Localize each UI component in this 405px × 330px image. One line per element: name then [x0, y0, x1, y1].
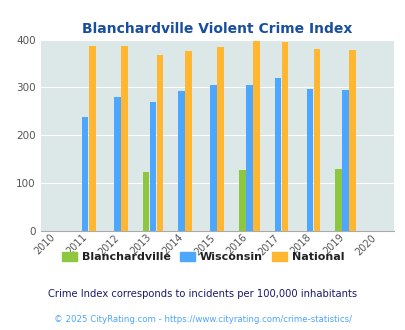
- Bar: [178, 91, 184, 231]
- Bar: [245, 84, 252, 231]
- Title: Blanchardville Violent Crime Index: Blanchardville Violent Crime Index: [82, 22, 352, 36]
- Bar: [185, 51, 192, 231]
- Text: © 2025 CityRating.com - https://www.cityrating.com/crime-statistics/: © 2025 CityRating.com - https://www.city…: [54, 315, 351, 324]
- Bar: [121, 46, 127, 231]
- Bar: [335, 169, 341, 231]
- Bar: [274, 78, 280, 231]
- Bar: [341, 90, 348, 231]
- Bar: [217, 47, 224, 231]
- Bar: [239, 170, 245, 231]
- Bar: [252, 41, 259, 231]
- Legend: Blanchardville, Wisconsin, National: Blanchardville, Wisconsin, National: [58, 248, 347, 267]
- Bar: [306, 89, 313, 231]
- Bar: [313, 49, 320, 231]
- Bar: [281, 43, 288, 231]
- Bar: [89, 46, 95, 231]
- Bar: [349, 50, 355, 231]
- Bar: [149, 102, 156, 231]
- Bar: [114, 97, 120, 231]
- Bar: [82, 117, 88, 231]
- Text: Crime Index corresponds to incidents per 100,000 inhabitants: Crime Index corresponds to incidents per…: [48, 289, 357, 299]
- Bar: [142, 172, 149, 231]
- Bar: [156, 55, 163, 231]
- Bar: [210, 84, 216, 231]
